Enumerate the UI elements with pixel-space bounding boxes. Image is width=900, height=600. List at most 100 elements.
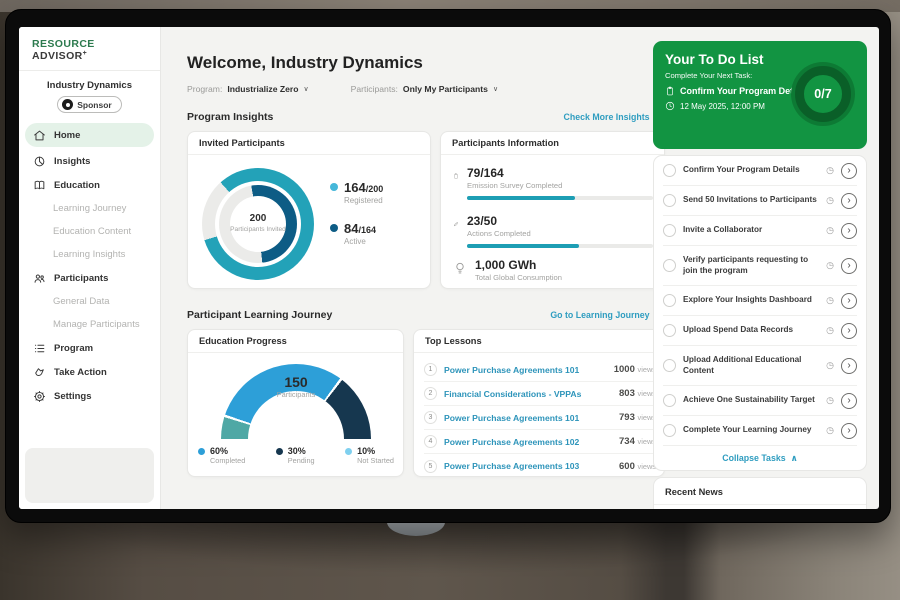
- legend-label: Completed: [210, 456, 245, 465]
- sponsor-badge[interactable]: Sponsor: [57, 96, 121, 113]
- task-row: Send 50 Invitations to Participants ◷ ›: [663, 186, 857, 216]
- stat-label: Total Global Consumption: [475, 273, 562, 282]
- task-go-button[interactable]: ›: [841, 323, 857, 339]
- legend-value: 84: [344, 221, 358, 236]
- progress-fill: [467, 244, 579, 248]
- lesson-views: 1000: [614, 364, 635, 375]
- task-go-button[interactable]: ›: [841, 293, 857, 309]
- sidebar-item-settings[interactable]: Settings: [19, 384, 160, 408]
- stat-label: Emission Survey Completed: [467, 181, 653, 190]
- participants-information-card: Participants Information 79/164 Emission…: [440, 131, 665, 289]
- lesson-rank: 3: [424, 411, 437, 424]
- app-logo: RESOURCE ADVISOR+: [19, 27, 160, 71]
- lesson-link[interactable]: Power Purchase Agreements 102: [444, 437, 612, 447]
- legend-percent: 60%: [210, 446, 245, 456]
- check-more-insights-link[interactable]: Check More Insights →: [564, 112, 666, 123]
- program-filter[interactable]: Program: Industrialize Zero ∨: [187, 84, 309, 94]
- donut-center-label: Participants Invited: [230, 226, 286, 234]
- task-row: Verify participants requesting to join t…: [663, 246, 857, 286]
- go-to-learning-journey-link[interactable]: Go to Learning Journey →: [550, 310, 665, 321]
- sidebar-item-participants[interactable]: Participants: [19, 266, 160, 290]
- todo-task-list: Confirm Your Program Details ◷ › Send 50…: [653, 155, 867, 471]
- sidebar-item-label: Settings: [54, 391, 91, 402]
- lesson-row: 4 Power Purchase Agreements 102 734 view…: [424, 430, 656, 454]
- lesson-row: 3 Power Purchase Agreements 101 793 view…: [424, 406, 656, 430]
- lesson-link[interactable]: Financial Considerations - VPPAs: [444, 389, 612, 399]
- card-title: Invited Participants: [188, 132, 430, 155]
- task-go-button[interactable]: ›: [841, 223, 857, 239]
- todo-panel: Your To Do List Complete Your Next Task:…: [653, 27, 867, 509]
- lesson-link[interactable]: Power Purchase Agreements 103: [444, 461, 612, 471]
- stat-global-consumption: 1,000 GWh Total Global Consumption: [453, 258, 653, 282]
- learning-journey-header: Participant Learning Journey Go to Learn…: [187, 309, 665, 321]
- legend-item-pending: 30% Pending: [276, 446, 315, 465]
- task-go-button[interactable]: ›: [841, 423, 857, 439]
- collapse-tasks-link[interactable]: Collapse Tasks ∧: [663, 446, 857, 470]
- lesson-row: 2 Financial Considerations - VPPAs 803 v…: [424, 382, 656, 406]
- legend-dot: [330, 224, 338, 232]
- task-go-button[interactable]: ›: [841, 193, 857, 209]
- lesson-link[interactable]: Power Purchase Agreements 101: [444, 365, 607, 375]
- lesson-link[interactable]: Power Purchase Agreements 101: [444, 413, 612, 423]
- task-checkbox[interactable]: [663, 394, 676, 407]
- task-go-button[interactable]: ›: [841, 358, 857, 374]
- sidebar-item-label: Take Action: [54, 367, 107, 378]
- sidebar-item-manage-participants[interactable]: Manage Participants: [19, 313, 160, 336]
- link-label: Check More Insights: [564, 112, 650, 122]
- progress-fill: [467, 196, 575, 200]
- task-checkbox[interactable]: [663, 424, 676, 437]
- todo-datetime-label: 12 May 2025, 12:00 PM: [680, 102, 765, 111]
- take-action-icon: [33, 366, 46, 379]
- sidebar-item-general-data[interactable]: General Data: [19, 290, 160, 313]
- sidebar-item-learning-insights[interactable]: Learning Insights: [19, 243, 160, 266]
- legend-denominator: /164: [358, 225, 376, 235]
- task-row: Complete Your Learning Journey ◷ ›: [663, 416, 857, 446]
- sidebar-item-take-action[interactable]: Take Action: [19, 360, 160, 384]
- monitor-bezel: RESOURCE ADVISOR+ Industry Dynamics Spon…: [5, 9, 891, 523]
- sidebar-item-learning-journey[interactable]: Learning Journey: [19, 197, 160, 220]
- legend-dot: [345, 448, 352, 455]
- donut-center-value: 200: [250, 213, 267, 224]
- task-checkbox[interactable]: [663, 194, 676, 207]
- legend-item-not-started: 10% Not Started: [345, 446, 394, 465]
- task-checkbox[interactable]: [663, 224, 676, 237]
- page-title: Welcome, Industry Dynamics: [187, 53, 423, 73]
- book-icon: [33, 179, 46, 192]
- lesson-row: 5 Power Purchase Agreements 103 600 view…: [424, 454, 656, 478]
- lesson-views: 600: [619, 461, 635, 472]
- todo-progress-badge: 0/7: [791, 62, 855, 126]
- clock-info-icon: ◷: [826, 165, 834, 176]
- legend-percent: 30%: [288, 446, 315, 456]
- stat-value: 1,000 GWh: [475, 258, 562, 272]
- task-label: Upload Spend Data Records: [683, 325, 819, 335]
- filters-row: Program: Industrialize Zero ∨ Participan…: [187, 84, 498, 94]
- chevron-down-icon: ∨: [493, 85, 498, 93]
- task-checkbox[interactable]: [663, 324, 676, 337]
- chevron-down-icon: ∨: [304, 85, 309, 93]
- lesson-rank: 2: [424, 387, 437, 400]
- sidebar-item-insights[interactable]: Insights: [19, 149, 160, 173]
- sidebar-item-education[interactable]: Education: [19, 173, 160, 197]
- task-checkbox[interactable]: [663, 164, 676, 177]
- sidebar-bottom-panel: [25, 448, 154, 503]
- legend-dot: [198, 448, 205, 455]
- sidebar-item-education-content[interactable]: Education Content: [19, 220, 160, 243]
- gauge-center: 150 Participants: [188, 374, 404, 399]
- task-go-button[interactable]: ›: [841, 163, 857, 179]
- task-checkbox[interactable]: [663, 259, 676, 272]
- clock-info-icon: ◷: [826, 225, 834, 236]
- legend-value: 164: [344, 180, 366, 195]
- legend-item-registered: 164/200 Registered: [330, 180, 383, 205]
- task-go-button[interactable]: ›: [841, 258, 857, 274]
- stat-value: 23/50: [467, 214, 653, 228]
- task-checkbox[interactable]: [663, 359, 676, 372]
- legend-item-completed: 60% Completed: [198, 446, 245, 465]
- collapse-label: Collapse Tasks: [722, 453, 785, 463]
- participants-filter[interactable]: Participants: Only My Participants ∨: [351, 84, 498, 94]
- task-go-button[interactable]: ›: [841, 393, 857, 409]
- sidebar-item-home[interactable]: Home: [25, 123, 154, 147]
- sidebar-item-program[interactable]: Program: [19, 336, 160, 360]
- progress-track: [467, 196, 653, 200]
- task-checkbox[interactable]: [663, 294, 676, 307]
- task-row: Upload Spend Data Records ◷ ›: [663, 316, 857, 346]
